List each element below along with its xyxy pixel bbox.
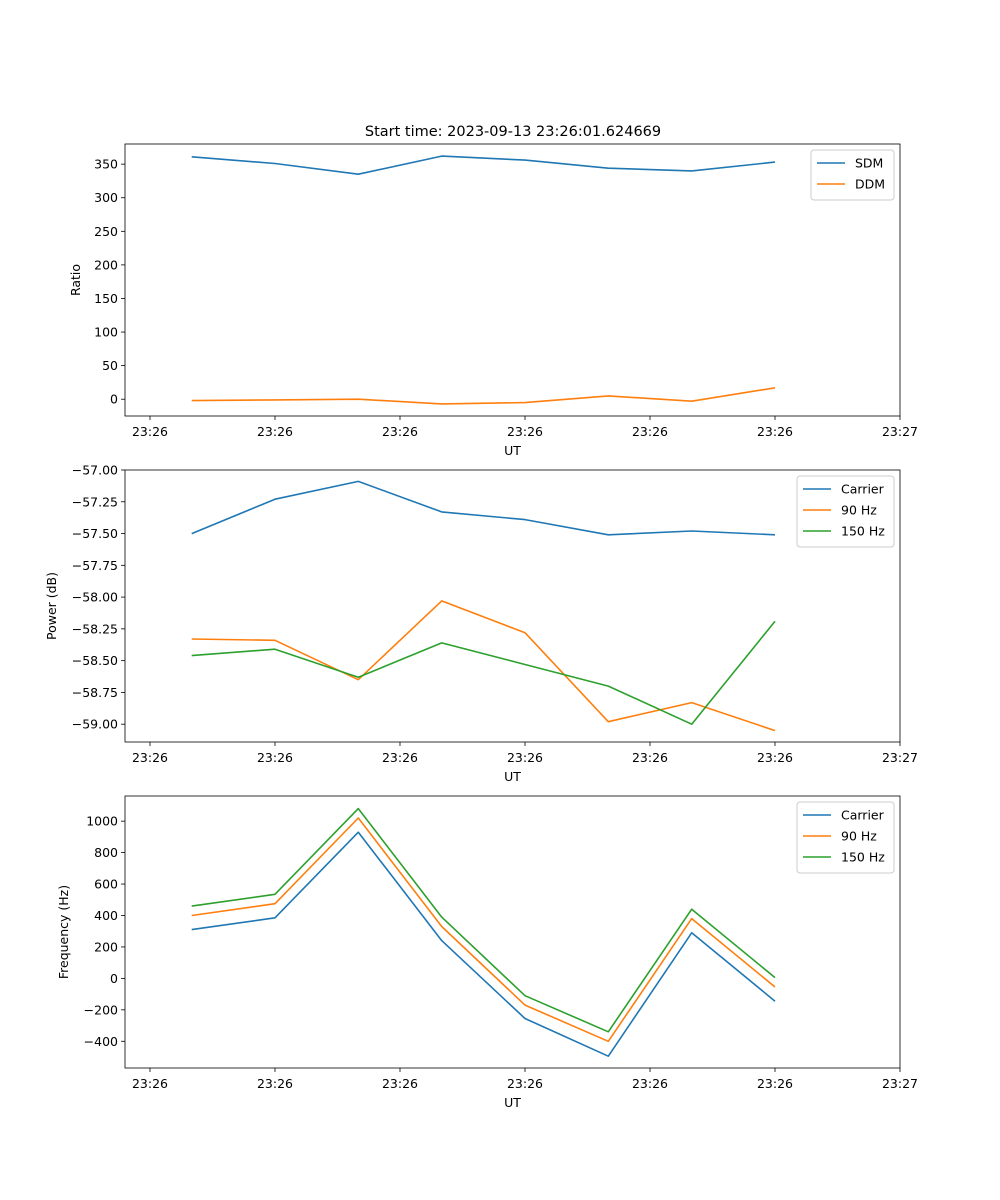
- x-tick-label: 23:26: [757, 424, 793, 439]
- legend-label: DDM: [855, 177, 885, 192]
- y-axis-label: Frequency (Hz): [56, 885, 71, 979]
- legend-label: Carrier: [841, 482, 885, 497]
- legend-label: 150 Hz: [841, 850, 885, 865]
- y-tick-label: −57.25: [72, 494, 118, 509]
- x-tick-label: 23:26: [132, 1076, 168, 1091]
- legend-label: 90 Hz: [841, 829, 877, 844]
- y-tick-label: 250: [94, 224, 118, 239]
- x-tick-label: 23:26: [257, 424, 293, 439]
- y-tick-label: −58.50: [72, 653, 118, 668]
- y-tick-label: −400: [84, 1034, 118, 1049]
- y-axis-label: Ratio: [68, 264, 83, 296]
- y-tick-label: 600: [94, 877, 118, 892]
- y-axis-label: Power (dB): [44, 572, 59, 640]
- x-tick-label: 23:26: [132, 424, 168, 439]
- x-tick-label: 23:26: [632, 424, 668, 439]
- plot-panel-1: 23:26 23:26 23:26 23:26 23:26 23:26 23:27 0 50 10…: [68, 143, 918, 458]
- legend-box: [796, 801, 895, 874]
- x-axis-label: UT: [504, 443, 521, 458]
- x-tick-label: 23:27: [882, 1076, 918, 1091]
- axes-frame: [124, 469, 901, 743]
- y-tick-label: −58.75: [72, 685, 118, 700]
- y-tick-label: 800: [94, 845, 118, 860]
- y-tick-label: 350: [94, 157, 118, 172]
- x-tick-label: 23:26: [257, 1076, 293, 1091]
- legend-label: SDM: [855, 156, 883, 171]
- series-line-carrier: [191, 480, 776, 536]
- series-line-carrier: [191, 831, 776, 1057]
- plot-panel-3: 23:26 23:26 23:26 23:26 23:26 23:26 23:27 −400 −…: [56, 795, 918, 1110]
- y-tick-label: 0: [110, 971, 118, 986]
- legend-label: 90 Hz: [841, 503, 877, 518]
- x-tick-label: 23:26: [257, 750, 293, 765]
- y-tick-label: 200: [94, 257, 118, 272]
- series-line-sdm: [191, 155, 776, 175]
- x-tick-label: 23:26: [757, 1076, 793, 1091]
- x-tick-label: 23:26: [632, 750, 668, 765]
- x-tick-label: 23:26: [507, 750, 543, 765]
- x-tick-label: 23:26: [507, 424, 543, 439]
- legend-label: Carrier: [841, 808, 885, 823]
- y-tick-label: 0: [110, 392, 118, 407]
- legend: SDM DDM: [810, 149, 895, 201]
- y-tick-label: −58.25: [72, 621, 118, 636]
- y-tick-label: 200: [94, 939, 118, 954]
- series-line-ddm: [191, 387, 776, 405]
- x-tick-label: 23:26: [382, 424, 418, 439]
- x-axis-label: UT: [504, 769, 521, 784]
- legend: Carrier 90 Hz 150 Hz: [796, 801, 895, 874]
- x-tick-label: 23:26: [757, 750, 793, 765]
- axes-frame: [124, 795, 901, 1069]
- x-tick-label: 23:27: [882, 424, 918, 439]
- y-tick-label: 1000: [86, 814, 118, 829]
- series-line-150-hz: [191, 807, 776, 1033]
- y-tick-label: 300: [94, 190, 118, 205]
- y-tick-label: 400: [94, 908, 118, 923]
- y-tick-label: 100: [94, 325, 118, 340]
- plot-panel-2: 23:26 23:26 23:26 23:26 23:26 23:26 23:27 −57.0…: [44, 463, 918, 785]
- legend: Carrier 90 Hz 150 Hz: [796, 475, 895, 548]
- y-tick-label: 150: [94, 291, 118, 306]
- x-tick-label: 23:26: [507, 1076, 543, 1091]
- y-tick-label: −57.00: [72, 463, 118, 478]
- y-tick-label: −57.50: [72, 526, 118, 541]
- y-tick-label: −58.00: [72, 590, 118, 605]
- x-tick-label: 23:26: [382, 750, 418, 765]
- y-tick-label: 50: [102, 358, 118, 373]
- series-line-150-hz: [191, 620, 776, 726]
- x-tick-label: 23:26: [382, 1076, 418, 1091]
- legend-label: 150 Hz: [841, 524, 885, 539]
- y-tick-label: −57.75: [72, 558, 118, 573]
- y-tick-label: −200: [84, 1002, 118, 1017]
- y-tick-label: −59.00: [72, 717, 118, 732]
- series-line-90-hz: [191, 817, 776, 1043]
- x-tick-label: 23:26: [132, 750, 168, 765]
- figure-title: Start time: 2023-09-13 23:26:01.624669: [365, 124, 661, 140]
- axes-frame: [124, 143, 901, 417]
- x-tick-label: 23:26: [632, 1076, 668, 1091]
- x-axis-label: UT: [504, 1095, 521, 1110]
- legend-box: [796, 475, 895, 548]
- x-tick-label: 23:27: [882, 750, 918, 765]
- series-line-90-hz: [191, 600, 776, 732]
